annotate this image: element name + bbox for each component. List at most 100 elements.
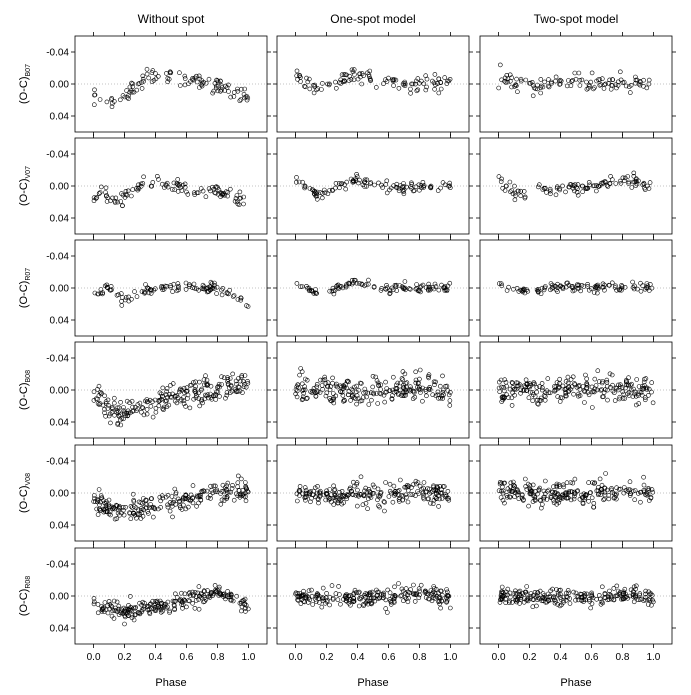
data-point bbox=[327, 487, 333, 492]
data-point bbox=[153, 76, 159, 81]
data-point bbox=[570, 78, 576, 83]
row-ylabel-main: (O-C) bbox=[18, 485, 30, 513]
data-point bbox=[130, 404, 135, 410]
data-point bbox=[502, 480, 507, 486]
data-point bbox=[295, 382, 301, 388]
data-point bbox=[613, 283, 618, 289]
data-point bbox=[323, 497, 329, 503]
data-point bbox=[504, 494, 510, 500]
data-point bbox=[105, 603, 110, 608]
data-point bbox=[184, 189, 189, 195]
x-tick-label: 1.0 bbox=[443, 652, 457, 663]
data-point bbox=[507, 179, 513, 185]
data-point bbox=[199, 397, 205, 402]
data-point bbox=[371, 391, 377, 397]
data-point bbox=[414, 282, 419, 287]
data-point bbox=[307, 186, 313, 191]
data-point bbox=[123, 504, 128, 510]
data-point bbox=[368, 495, 374, 500]
data-point bbox=[536, 487, 542, 493]
data-point bbox=[563, 490, 569, 496]
data-point bbox=[327, 387, 333, 393]
data-point bbox=[179, 507, 185, 512]
data-point bbox=[418, 582, 424, 588]
data-point bbox=[604, 379, 610, 385]
data-point bbox=[355, 487, 360, 493]
data-point bbox=[591, 504, 597, 510]
data-point bbox=[423, 389, 429, 394]
data-point bbox=[513, 83, 519, 89]
data-point bbox=[348, 398, 353, 403]
data-point bbox=[209, 487, 214, 493]
column-titles: Without spot One-spot model Two-spot model bbox=[138, 12, 619, 26]
data-point bbox=[527, 491, 533, 497]
data-point bbox=[511, 591, 517, 596]
data-point bbox=[111, 598, 117, 604]
data-point bbox=[599, 599, 605, 605]
data-point bbox=[205, 588, 210, 593]
data-point bbox=[300, 491, 305, 497]
data-point bbox=[236, 202, 242, 207]
data-point bbox=[314, 87, 319, 92]
data-point bbox=[145, 285, 150, 291]
data-point bbox=[436, 90, 442, 96]
data-point bbox=[246, 606, 251, 612]
data-point bbox=[388, 598, 393, 604]
data-point bbox=[347, 486, 353, 492]
data-point bbox=[613, 82, 619, 87]
data-point bbox=[631, 599, 637, 605]
data-point bbox=[420, 490, 426, 496]
data-point bbox=[237, 189, 243, 195]
data-point bbox=[361, 179, 367, 185]
scatter-points bbox=[294, 474, 452, 514]
data-point bbox=[230, 483, 235, 488]
data-point bbox=[496, 85, 502, 91]
data-point bbox=[570, 480, 576, 486]
data-point bbox=[594, 78, 599, 84]
data-point bbox=[415, 87, 421, 93]
data-point bbox=[226, 82, 231, 88]
data-point bbox=[298, 366, 304, 371]
data-point bbox=[380, 185, 385, 190]
data-point bbox=[396, 86, 402, 91]
data-point bbox=[197, 403, 202, 409]
data-point bbox=[104, 284, 110, 290]
data-point bbox=[309, 288, 314, 294]
data-point bbox=[542, 284, 548, 289]
panel-r5-c1: -0.040.000.04 bbox=[46, 441, 271, 545]
data-point bbox=[387, 291, 393, 297]
data-point bbox=[599, 489, 605, 495]
data-point bbox=[408, 86, 413, 92]
data-point bbox=[622, 396, 628, 401]
data-point bbox=[121, 605, 127, 611]
data-point bbox=[123, 189, 129, 194]
data-point bbox=[444, 496, 450, 501]
data-point bbox=[548, 191, 553, 197]
data-point bbox=[502, 75, 508, 81]
data-point bbox=[112, 198, 118, 204]
data-point bbox=[104, 99, 110, 105]
data-point bbox=[311, 389, 317, 394]
row-labels: (O-C)B07(O-C)V07(O-C)R07(O-C)B08(O-C)V08… bbox=[18, 64, 32, 616]
data-point bbox=[299, 381, 305, 387]
data-point bbox=[238, 97, 244, 102]
data-point bbox=[344, 598, 349, 604]
data-point bbox=[357, 491, 363, 497]
row-ylabel-5: (O-C)V08 bbox=[18, 473, 32, 513]
data-point bbox=[626, 393, 632, 398]
data-point bbox=[203, 373, 208, 379]
data-point bbox=[412, 394, 418, 400]
data-point bbox=[570, 183, 576, 188]
data-point bbox=[183, 404, 188, 409]
data-point bbox=[554, 481, 560, 487]
data-point bbox=[341, 500, 346, 505]
data-point bbox=[178, 386, 183, 392]
data-point bbox=[312, 189, 317, 194]
data-point bbox=[435, 81, 440, 86]
data-point bbox=[130, 81, 135, 87]
data-point bbox=[198, 497, 204, 503]
data-point bbox=[413, 478, 419, 484]
data-point bbox=[387, 590, 393, 596]
data-point bbox=[342, 182, 347, 187]
